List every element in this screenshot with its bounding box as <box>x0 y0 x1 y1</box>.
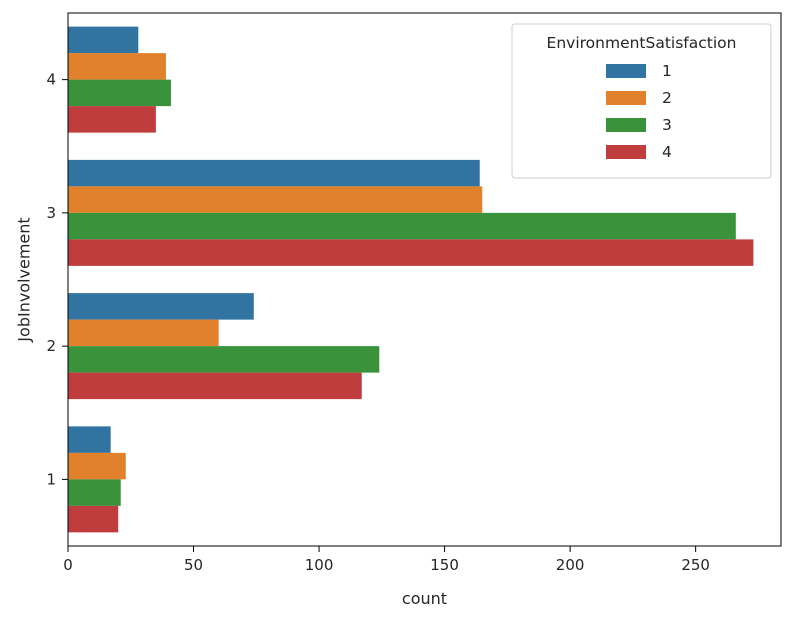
bar-jobinvolvement-3-envsat-3 <box>68 212 736 240</box>
bar-jobinvolvement-2-envsat-3 <box>68 346 380 373</box>
legend-swatch-4 <box>606 145 646 159</box>
x-tick-label: 0 <box>63 556 73 574</box>
legend-title: EnvironmentSatisfaction <box>547 34 737 52</box>
bar-jobinvolvement-3-envsat-2 <box>68 186 483 213</box>
x-tick-label: 150 <box>430 556 459 574</box>
bar-jobinvolvement-1-envsat-4 <box>68 505 119 533</box>
bar-jobinvolvement-4-envsat-1 <box>68 26 139 54</box>
legend-swatch-2 <box>606 91 646 105</box>
y-tick-label: 1 <box>46 470 56 488</box>
bar-jobinvolvement-2-envsat-2 <box>68 319 219 347</box>
legend-label-3: 3 <box>662 116 672 134</box>
bar-jobinvolvement-1-envsat-1 <box>68 426 111 453</box>
legend: EnvironmentSatisfaction 1 2 3 4 <box>511 23 772 179</box>
bar-jobinvolvement-4-envsat-4 <box>68 106 156 133</box>
y-tick-label: 4 <box>46 71 56 89</box>
bar-jobinvolvement-4-envsat-2 <box>68 53 166 80</box>
legend-entries: 1 2 3 4 <box>606 62 672 161</box>
y-axis: 4 3 2 1 <box>46 71 68 488</box>
legend-label-2: 2 <box>662 89 672 107</box>
plot-frame <box>67 12 782 547</box>
bar-jobinvolvement-1-envsat-2 <box>68 452 126 480</box>
y-axis-label: JobInvolvement <box>15 217 34 342</box>
legend-label-4: 4 <box>662 143 672 161</box>
bar-jobinvolvement-3-envsat-1 <box>68 159 480 187</box>
y-tick-label: 3 <box>46 204 56 222</box>
bar-jobinvolvement-2-envsat-1 <box>68 293 254 320</box>
y-tick-label: 2 <box>46 337 56 355</box>
x-tick-label: 100 <box>305 556 334 574</box>
x-axis-label: count <box>402 589 447 608</box>
bars-group <box>68 26 754 533</box>
bar-jobinvolvement-2-envsat-4 <box>68 372 362 400</box>
legend-swatch-3 <box>606 118 646 132</box>
legend-label-1: 1 <box>662 62 672 80</box>
x-tick-label: 200 <box>556 556 585 574</box>
bar-jobinvolvement-4-envsat-3 <box>68 79 171 107</box>
x-tick-label: 250 <box>681 556 710 574</box>
bar-jobinvolvement-3-envsat-4 <box>68 239 754 266</box>
x-axis: 0 50 100 150 200 250 <box>63 546 710 574</box>
x-tick-label: 50 <box>184 556 203 574</box>
bar-jobinvolvement-1-envsat-3 <box>68 479 121 506</box>
legend-swatch-1 <box>606 64 646 78</box>
